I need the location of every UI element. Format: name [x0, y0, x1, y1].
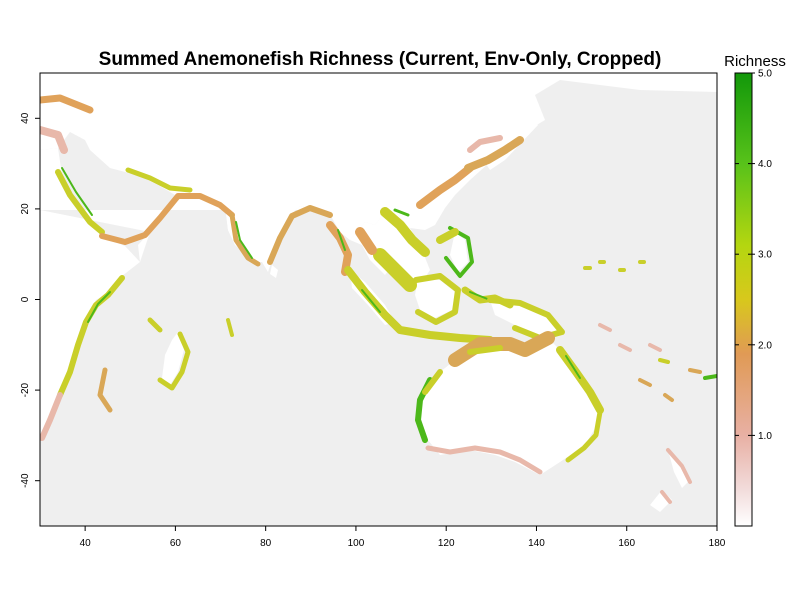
- x-tick-label: 60: [170, 538, 182, 549]
- richness-legend: Richness 1.0 2.0 3.0 4.0 5.0: [724, 53, 786, 527]
- y-axis: -40 -20 0 20 40: [20, 112, 40, 488]
- legend-title: Richness: [724, 53, 786, 70]
- legend-ticks: 1.0 2.0 3.0 4.0 5.0: [735, 69, 772, 442]
- x-tick-label: 120: [438, 538, 455, 549]
- x-axis: 40 60 80 100 120 140 160 180: [80, 526, 726, 549]
- x-tick-label: 40: [80, 538, 92, 549]
- philippines: [450, 232, 468, 272]
- legend-tick-label: 3.0: [758, 250, 772, 261]
- richness-coastal-bands: [40, 94, 717, 504]
- borneo: [415, 278, 455, 318]
- legend-tick-label: 4.0: [758, 159, 772, 170]
- x-tick-label: 160: [618, 538, 635, 549]
- legend-color-bar: [734, 72, 753, 527]
- y-tick-label: 20: [20, 203, 31, 215]
- map-title: Summed Anemonefish Richness (Current, En…: [99, 49, 662, 70]
- x-tick-label: 180: [709, 538, 726, 549]
- legend-tick-label: 5.0: [758, 69, 772, 80]
- eurasia-landmass: [40, 73, 717, 262]
- legend-tick-label: 2.0: [758, 340, 772, 351]
- x-tick-label: 80: [260, 538, 272, 549]
- x-tick-label: 140: [528, 538, 545, 549]
- australia: [418, 338, 600, 475]
- y-tick-label: -40: [20, 473, 31, 488]
- y-tick-label: 0: [20, 296, 31, 302]
- madagascar: [162, 332, 184, 385]
- map-plot-area: [40, 73, 717, 526]
- sri-lanka: [270, 265, 278, 278]
- legend-tick-label: 1.0: [758, 431, 772, 442]
- y-tick-label: -20: [20, 382, 31, 397]
- new-guinea: [490, 300, 560, 335]
- y-tick-label: 40: [20, 112, 31, 124]
- x-tick-label: 100: [348, 538, 365, 549]
